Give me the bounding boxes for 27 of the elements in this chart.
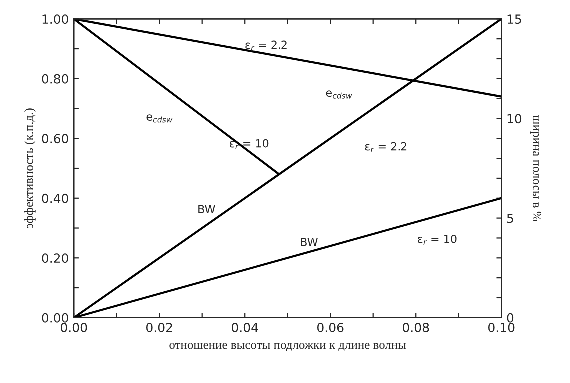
y-tick-label: 0.00 [42,313,68,323]
y2-tick-label: 10 [508,114,522,124]
annotation: ε$_{r}$ = 10 [230,139,269,150]
y-tick-label: 0.20 [42,254,68,264]
x-tick-label: 0.00 [61,322,88,332]
x-tick-label: 0.08 [403,322,430,332]
y-tick-label: 1.00 [42,14,68,24]
y-axis-title: эффективность (к.п.д.) [24,108,36,229]
x-tick-label: 0.04 [232,322,258,332]
annotation: e$_{cdsw}$ [146,114,173,123]
y2-tick-label: 15 [508,14,522,24]
y-tick-label: 0.80 [42,74,68,84]
y2-axis-title: ширина полосы в % [530,115,542,222]
x-tick-label: 0.02 [146,322,172,332]
x-axis-title: отношение высоты подложки к длине волны [170,343,406,352]
annotation: ε$_{r}$ = 2.2 [365,142,407,152]
x-tick-label: 0.10 [488,322,515,332]
annotation: e$_{cdsw}$ [326,90,352,99]
annotation: ε$_{r}$ = 2.2 [246,40,287,51]
annotation: ε$_{r}$ = 10 [418,234,457,246]
y-tick-label: 0.60 [42,134,68,144]
y2-tick-label: 0 [507,313,514,323]
annotation: BW [198,205,216,214]
annotation: BW [301,238,318,246]
y2-tick-label: 5 [507,214,514,224]
x-tick-label: 0.06 [318,322,344,332]
y-tick-label: 0.40 [42,194,68,204]
